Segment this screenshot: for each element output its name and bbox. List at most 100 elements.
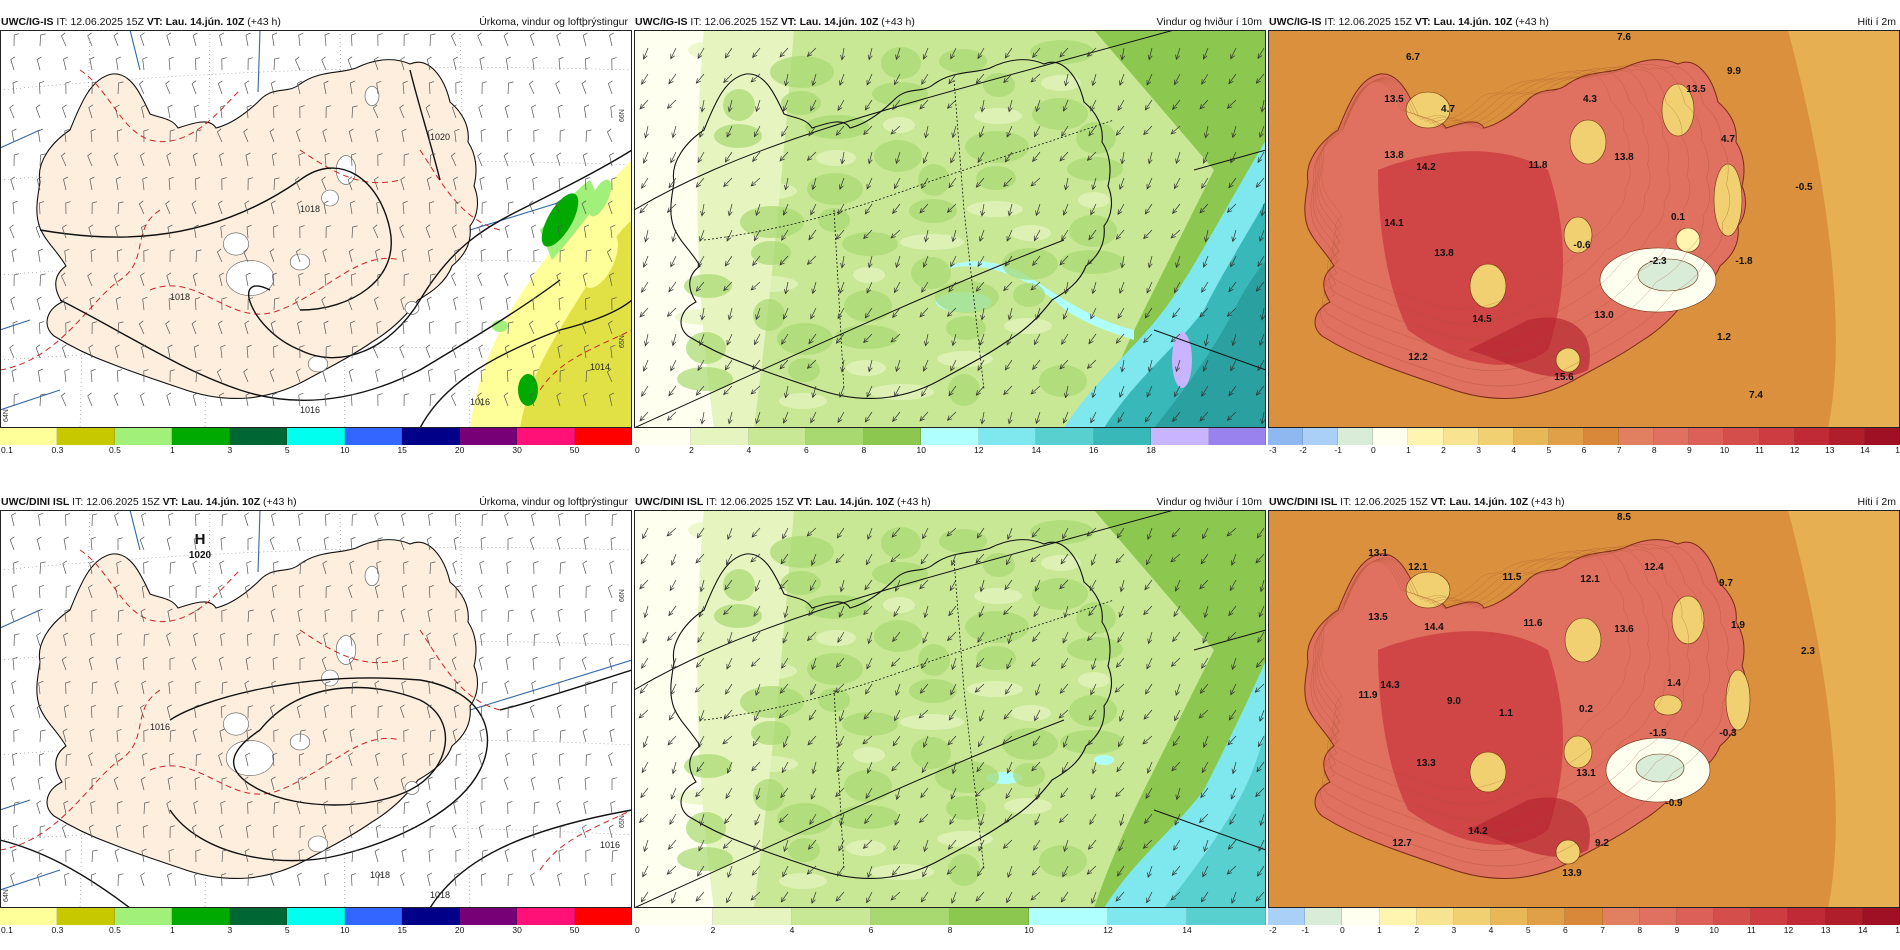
wind-arrow — [1118, 839, 1125, 852]
wind-arrow — [668, 385, 677, 397]
wind-arrow — [1257, 865, 1265, 877]
colorbar-swatch — [634, 428, 692, 445]
wind-arrow — [1201, 177, 1209, 189]
wind-barb — [556, 800, 562, 815]
wind-arrow — [1115, 787, 1125, 798]
temperature-label: 4.7 — [1441, 104, 1455, 115]
wind-arrow — [667, 735, 677, 746]
wind-barb — [611, 513, 618, 527]
wind-barb — [90, 248, 96, 263]
wind-arrow — [1090, 203, 1097, 216]
wind-barb — [244, 848, 250, 863]
wind-barb — [559, 753, 565, 767]
wind-arrow — [1143, 229, 1153, 240]
wind-barb — [451, 104, 457, 119]
temperature-label: 13.6 — [1614, 624, 1634, 635]
wind-barb — [244, 584, 250, 599]
wind-arrow — [1035, 99, 1041, 113]
wind-arrow — [1115, 125, 1125, 136]
wind-arrow — [1117, 307, 1125, 320]
wind-arrow — [1171, 865, 1181, 876]
wind-arrow — [1147, 631, 1153, 645]
wind-barb — [607, 320, 613, 335]
wind-barb — [453, 176, 459, 191]
wind-barb — [269, 368, 275, 383]
wind-barb — [10, 608, 16, 623]
wind-arrow — [1060, 891, 1069, 903]
wind-barb — [142, 176, 148, 191]
wind-arrow — [779, 359, 789, 370]
wind-arrow — [1086, 359, 1097, 369]
wind-arrow — [722, 735, 733, 745]
wind-barb — [91, 873, 97, 887]
wind-barb — [37, 608, 43, 623]
wind-barb — [140, 872, 145, 887]
colorbar: -2-10123456789101112131415 — [1268, 908, 1900, 935]
wind-barb — [530, 776, 536, 791]
wind-arrow — [638, 709, 649, 719]
wind-barb — [113, 152, 119, 167]
isobar-label: 1018 — [170, 292, 190, 302]
wind-arrow — [1035, 411, 1041, 425]
wind-arrow — [806, 47, 817, 57]
temperature-label: 12.7 — [1392, 838, 1412, 849]
wind-arrow — [1229, 813, 1237, 826]
wind-barb — [402, 320, 408, 335]
wind-barb — [348, 656, 354, 671]
wind-arrow — [1059, 47, 1069, 58]
wind-barb — [245, 272, 251, 287]
wind-barb — [87, 152, 93, 167]
wind-arrow — [781, 657, 789, 669]
colorbar-swatch — [1864, 428, 1900, 445]
wind-barb — [38, 584, 45, 599]
wind-arrow — [1202, 631, 1209, 644]
valid-time-label: VT: — [796, 496, 813, 508]
wind-arrow — [695, 281, 705, 292]
coastline — [670, 539, 1113, 880]
wind-barb — [217, 584, 223, 599]
wind-barb — [451, 656, 457, 671]
wind-barb — [113, 32, 119, 47]
wind-barb — [373, 176, 379, 191]
wind-barb — [581, 200, 587, 215]
wind-barb — [217, 80, 223, 95]
wind-arrow — [1202, 255, 1209, 268]
wind-arrow — [977, 47, 985, 60]
wind-barb — [583, 632, 589, 647]
wind-arrow — [921, 385, 929, 397]
wind-barb — [220, 536, 226, 551]
wind-barb — [91, 681, 98, 695]
colorbar-tick-label: 30 — [512, 925, 522, 935]
wind-barb — [559, 249, 566, 263]
wind-barb — [61, 104, 67, 119]
wind-barb — [455, 321, 461, 335]
temperature-label: 12.4 — [1644, 562, 1664, 573]
wind-barb — [558, 848, 564, 863]
wind-barb — [9, 704, 15, 719]
colorbar-tick-label: -2 — [1269, 925, 1277, 935]
wind-barb — [555, 320, 561, 335]
wind-barb — [117, 537, 123, 550]
colorbar-swatch — [574, 428, 632, 445]
wind-arrow — [946, 865, 957, 875]
wind-arrow — [839, 177, 845, 191]
wind-barb — [607, 80, 613, 95]
colorbar-swatch — [287, 908, 345, 925]
wind-arrow — [700, 203, 706, 217]
wind-arrow — [699, 229, 705, 243]
wind-barb — [533, 801, 540, 815]
wind-arrow — [699, 579, 705, 593]
wind-arrow — [1004, 255, 1013, 267]
wind-arrow — [1030, 385, 1041, 395]
wind-barb — [507, 201, 514, 215]
wind-barb — [295, 128, 301, 143]
wind-barb — [582, 392, 588, 407]
wind-arrow — [724, 359, 733, 371]
wind-arrow — [891, 527, 901, 538]
colorbar-tick-label: 2 — [710, 925, 716, 935]
wind-arrow — [975, 281, 985, 292]
temp-map: 7.66.713.54.713.814.2 11.84.313.813.59.94… — [1268, 30, 1900, 428]
colorbar-tick-label: 3 — [227, 925, 233, 935]
issue-time: 12.06.2025 15Z — [704, 16, 778, 28]
wind-barb — [477, 152, 483, 167]
